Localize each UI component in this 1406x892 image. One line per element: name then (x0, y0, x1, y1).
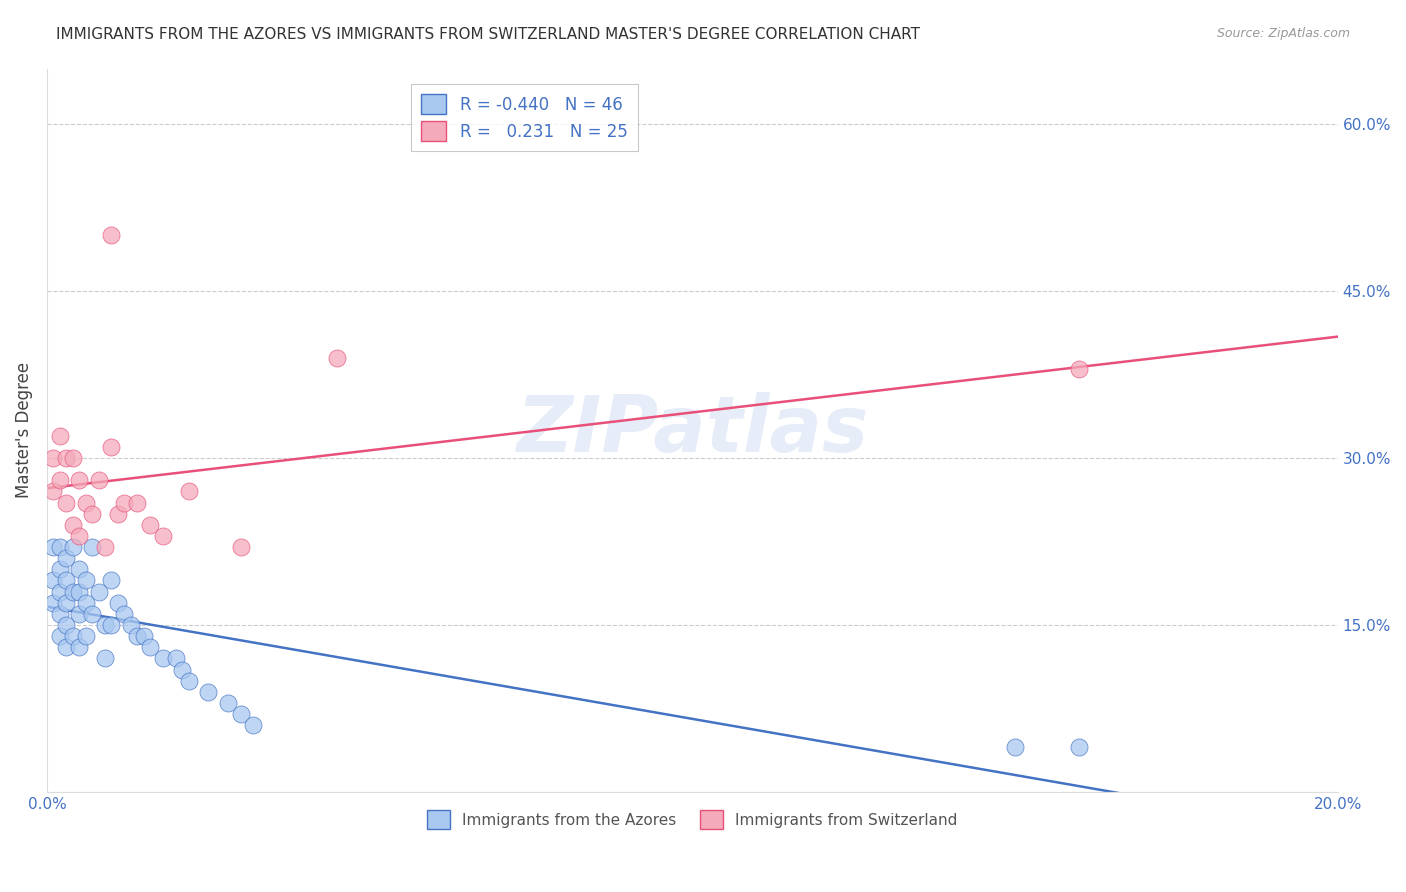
Point (49, 562, 72, 576)
Point (242, 718, 264, 732)
Point (75, 629, 97, 643)
Point (1069, 740, 1091, 755)
Point (107, 596, 129, 610)
Point (94, 651, 117, 665)
Point (42, 540, 65, 554)
Point (107, 507, 129, 521)
Point (67, 584, 90, 599)
Point (87, 584, 110, 599)
Point (94, 618, 117, 632)
Point (100, 618, 122, 632)
Point (80, 540, 103, 554)
Point (55, 551, 77, 566)
Point (55, 596, 77, 610)
Point (75, 596, 97, 610)
Point (67, 640, 90, 655)
Point (67, 562, 90, 576)
Point (152, 651, 174, 665)
Point (49, 607, 72, 621)
Point (177, 484, 200, 499)
Point (62, 517, 84, 532)
Point (152, 529, 174, 543)
Point (127, 495, 149, 509)
Point (67, 529, 90, 543)
Point (177, 673, 200, 688)
Point (55, 495, 77, 509)
Point (197, 685, 219, 699)
Point (49, 473, 72, 487)
Legend: Immigrants from the Azores, Immigrants from Switzerland: Immigrants from the Azores, Immigrants f… (422, 804, 963, 835)
Point (80, 507, 103, 521)
Text: Source: ZipAtlas.com: Source: ZipAtlas.com (1216, 27, 1350, 40)
Point (75, 495, 97, 509)
Point (42, 596, 65, 610)
Point (42, 574, 65, 588)
Point (217, 696, 239, 710)
Point (326, 351, 349, 365)
Point (42, 484, 65, 499)
Point (139, 517, 162, 532)
Point (94, 540, 117, 554)
Point (165, 651, 187, 665)
Point (100, 574, 122, 588)
Point (100, 440, 122, 454)
Point (55, 574, 77, 588)
Text: IMMIGRANTS FROM THE AZORES VS IMMIGRANTS FROM SWITZERLAND MASTER'S DEGREE CORREL: IMMIGRANTS FROM THE AZORES VS IMMIGRANTS… (56, 27, 921, 42)
Point (42, 451, 65, 466)
Point (75, 574, 97, 588)
Point (80, 607, 103, 621)
Point (49, 540, 72, 554)
Text: ZIPatlas: ZIPatlas (516, 392, 869, 468)
Point (112, 495, 135, 509)
Point (49, 429, 72, 443)
Point (1004, 740, 1026, 755)
Point (132, 629, 155, 643)
Point (49, 584, 72, 599)
Point (62, 451, 84, 466)
Point (62, 629, 84, 643)
Point (127, 629, 149, 643)
Point (67, 473, 90, 487)
Y-axis label: Master's Degree: Master's Degree (15, 362, 32, 499)
Point (62, 540, 84, 554)
Point (112, 607, 135, 621)
Point (67, 607, 90, 621)
Point (120, 618, 142, 632)
Point (87, 473, 110, 487)
Point (55, 618, 77, 632)
Point (55, 640, 77, 655)
Point (229, 707, 252, 722)
Point (100, 228, 122, 243)
Point (172, 663, 194, 677)
Point (55, 451, 77, 466)
Point (229, 540, 252, 554)
Point (62, 584, 84, 599)
Point (139, 640, 162, 655)
Point (1069, 362, 1091, 376)
Point (49, 629, 72, 643)
